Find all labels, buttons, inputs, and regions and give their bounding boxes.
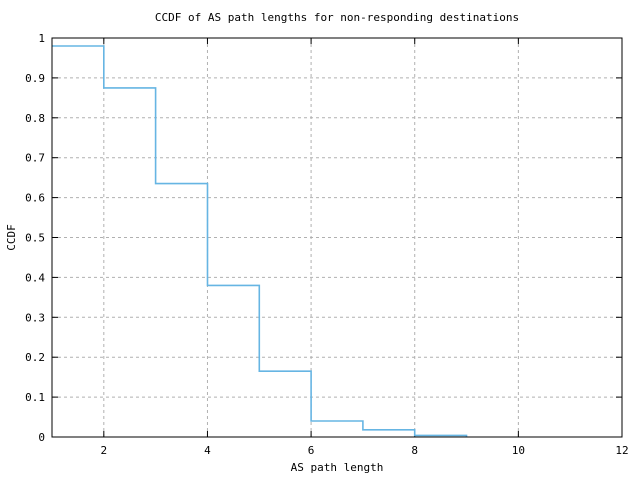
y-tick-label: 0.7 [25, 152, 45, 165]
y-tick-label: 0.2 [25, 351, 45, 364]
grid-lines [52, 38, 622, 437]
x-tick-label: 6 [308, 444, 315, 457]
y-tick-labels: 0 0.1 0.2 0.3 0.4 0.5 0.6 0.7 0.8 0.9 1 [25, 32, 45, 444]
y-axis-label: CCDF [5, 224, 18, 251]
ccdf-step-line [52, 45, 468, 437]
x-axis-label: AS path length [291, 461, 384, 474]
y-tick-label: 0.6 [25, 192, 45, 205]
y-tick-label: 0 [38, 431, 45, 444]
x-tick-label: 12 [615, 444, 628, 457]
x-tick-label: 4 [204, 444, 211, 457]
y-tick-label: 0.5 [25, 232, 45, 245]
plot-frame [51, 37, 623, 438]
x-tick-label: 2 [101, 444, 108, 457]
y-tick-label: 0.3 [25, 311, 45, 324]
x-tick-label: 10 [512, 444, 525, 457]
y-tick-label: 0.1 [25, 391, 45, 404]
x-tick-labels: 2 4 6 8 10 12 [101, 444, 629, 457]
x-tick-label: 8 [411, 444, 418, 457]
chart-title: CCDF of AS path lengths for non-respondi… [155, 11, 519, 24]
y-tick-label: 0.8 [25, 112, 45, 125]
y-tick-label: 0.4 [25, 271, 45, 284]
y-tick-label: 0.9 [25, 72, 45, 85]
y-tick-label: 1 [38, 32, 45, 45]
